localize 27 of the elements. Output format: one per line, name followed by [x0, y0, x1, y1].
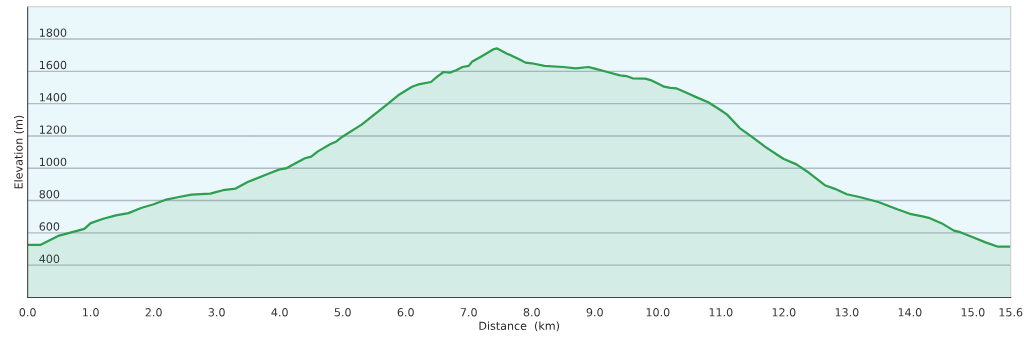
- x-tick-label: 8.0: [523, 308, 540, 317]
- x-tick-label: 3.0: [208, 308, 225, 317]
- y-tick-label: 800: [39, 189, 60, 199]
- x-tick-label: 2.0: [145, 308, 162, 317]
- x-tick-label: 15.0: [961, 308, 985, 317]
- x-tick-label: 14.0: [898, 308, 922, 317]
- x-tick-label: 10.0: [646, 308, 670, 317]
- y-tick-label: 1000: [39, 157, 67, 167]
- x-tick-label: 5.0: [334, 308, 351, 317]
- x-tick-label: 7.0: [460, 308, 477, 317]
- x-tick-label: 0.0: [19, 308, 36, 317]
- y-tick-label: 1400: [39, 93, 67, 102]
- y-axis-title: Elevation (m): [14, 115, 25, 189]
- x-tick-label: 1.0: [83, 308, 99, 317]
- y-tick-label: 400: [39, 254, 60, 263]
- x-tick-label: 6.0: [397, 308, 414, 317]
- x-tick-label: 15.6: [999, 308, 1023, 317]
- y-tick-label: 1200: [39, 125, 67, 134]
- y-tick-label: 1600: [39, 60, 67, 70]
- x-tick-label: 13.0: [835, 308, 859, 317]
- x-tick-label: 9.0: [586, 308, 603, 317]
- x-tick-label: 12.0: [772, 308, 796, 317]
- y-tick-label: 1800: [39, 28, 67, 37]
- x-axis-title: Distance (km): [479, 321, 559, 332]
- y-tick-label: 600: [39, 222, 60, 231]
- x-tick-label: 11.0: [709, 308, 733, 317]
- x-tick-label: 4.0: [271, 308, 288, 317]
